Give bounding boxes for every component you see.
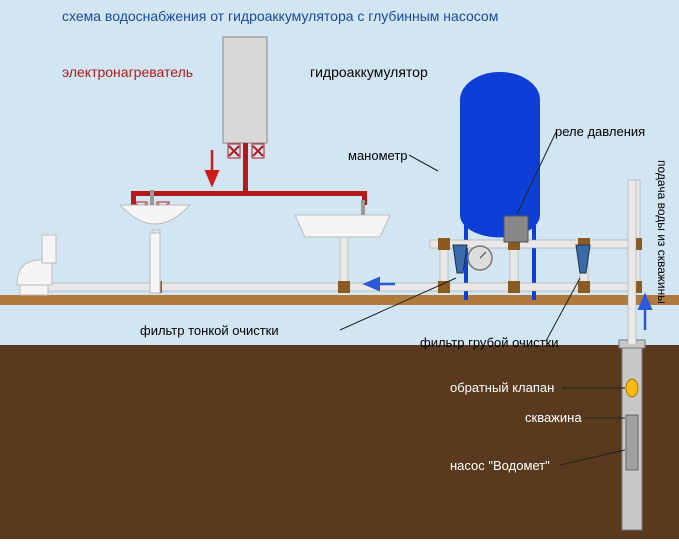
labels.pressure_relay: реле давления (555, 124, 645, 139)
labels.heater: электронагреватель (62, 64, 193, 80)
labels.pump: насос "Водомет" (450, 458, 550, 473)
labels.check_valve: обратный клапан (450, 380, 554, 395)
labels.water_supply: подача воды из скважины (655, 160, 669, 304)
labels.accumulator: гидроаккумулятор (310, 64, 428, 80)
labels.filter_coarse: фильтр грубой очистки (420, 335, 559, 350)
title: схема водоснабжения от гидроаккумулятора… (62, 8, 498, 24)
labels.well: скважина (525, 410, 582, 425)
labels.filter_fine: фильтр тонкой очистки (140, 323, 279, 338)
labels.manometer: манометр (348, 148, 408, 163)
water-supply-diagram: схема водоснабжения от гидроаккумулятора… (0, 0, 679, 539)
